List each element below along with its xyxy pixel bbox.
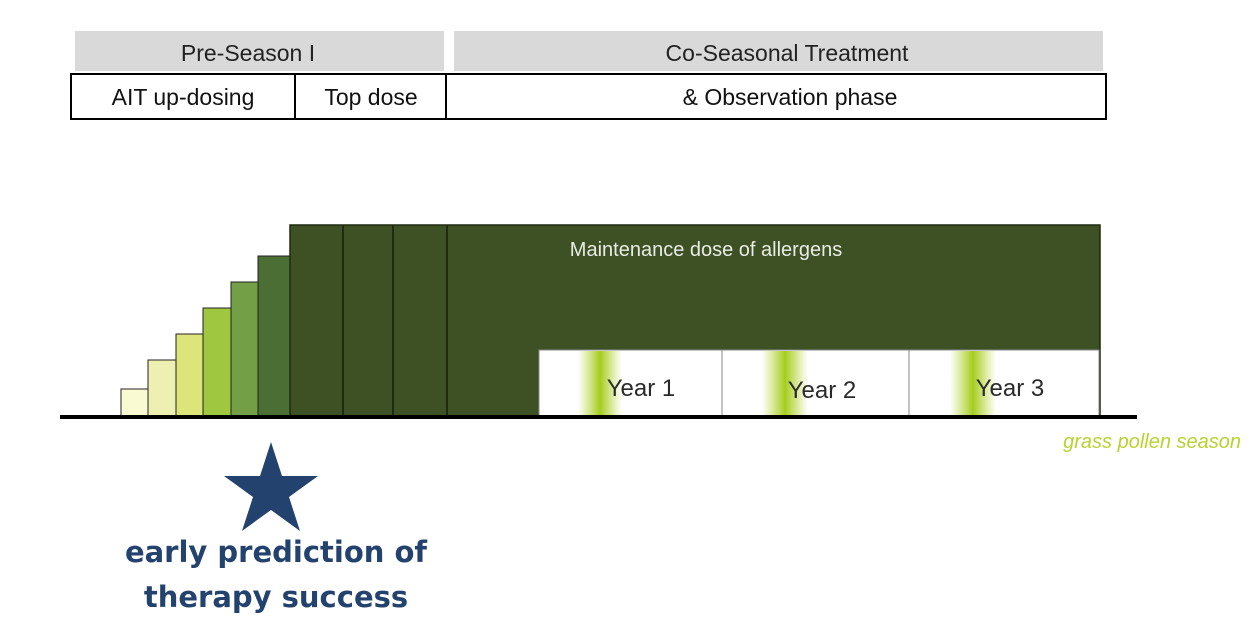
year-box-2 [721, 349, 910, 417]
co-seasonal-header [454, 31, 1103, 71]
year-2-label: Year 2 [788, 377, 857, 404]
pollen-glow-2 [762, 351, 808, 415]
year-box-3 [908, 349, 1100, 417]
prediction-line-2: therapy success [144, 580, 408, 614]
pollen-glow-1 [578, 351, 622, 415]
up-dosing-label: AIT up-dosing [112, 84, 255, 110]
dose-step-3 [175, 333, 204, 417]
phase-row [70, 73, 1107, 120]
dose-step-5 [230, 281, 259, 417]
star-icon [224, 442, 318, 531]
dose-step-1 [120, 388, 149, 417]
dose-step-4 [202, 307, 232, 417]
year-1-label: Year 1 [607, 375, 676, 402]
observation-label: & Observation phase [683, 84, 898, 110]
pollen-glow-3 [950, 351, 996, 415]
pollen-season-label: grass pollen season [1063, 431, 1241, 453]
top-dose-label: Top dose [324, 84, 417, 110]
maintenance-label: Maintenance dose of allergens [570, 239, 842, 261]
prediction-line-1: early prediction of [125, 535, 427, 569]
year-boxes: Year 1 Year 2 Year 3 [538, 349, 1100, 417]
year-box-1 [538, 349, 723, 417]
pre-season-label: Pre-Season I [181, 40, 315, 66]
dose-step-2 [147, 359, 177, 417]
up-dosing-steps [120, 255, 291, 417]
pre-season-header [75, 31, 444, 71]
dose-step-6 [257, 255, 291, 417]
year-3-label: Year 3 [976, 375, 1045, 402]
co-seasonal-label: Co-Seasonal Treatment [666, 40, 910, 66]
